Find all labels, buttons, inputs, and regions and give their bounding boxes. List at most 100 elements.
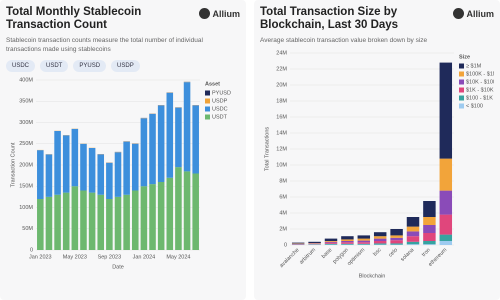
y-tick-label: 50M bbox=[22, 226, 33, 232]
bar-segment bbox=[45, 154, 53, 197]
bar-segment bbox=[406, 244, 420, 245]
x-tick-label: Jan 2024 bbox=[133, 254, 156, 260]
bar-segment bbox=[62, 135, 70, 193]
bar-segment bbox=[131, 143, 139, 191]
y-tick-label: 0 bbox=[30, 247, 33, 253]
x-axis-title: Blockchain bbox=[359, 273, 386, 279]
bar-segment bbox=[439, 241, 453, 245]
chart-title: Total Monthly Stablecoin Transaction Cou… bbox=[6, 6, 142, 31]
legend-swatch bbox=[459, 87, 464, 93]
bar-segment bbox=[341, 239, 354, 241]
x-tick-label: Jan 2023 bbox=[29, 254, 52, 260]
y-tick-label: 10M bbox=[276, 162, 287, 168]
bar-segment bbox=[149, 184, 156, 250]
panel: Total Transaction Size by Blockchain, La… bbox=[254, 0, 500, 300]
bar-segment bbox=[406, 226, 420, 232]
bar-segment bbox=[373, 238, 387, 241]
panel: Total Monthly Stablecoin Transaction Cou… bbox=[0, 0, 246, 300]
x-tick-label: base bbox=[321, 247, 334, 260]
legend-swatch bbox=[459, 63, 464, 69]
bar-segment bbox=[341, 242, 354, 244]
legend-label: USDP bbox=[212, 98, 228, 104]
legend-label: USDT bbox=[212, 114, 228, 120]
filter-chip[interactable]: USDC bbox=[6, 60, 36, 72]
bar-segment bbox=[114, 152, 122, 197]
chart-subtitle: Average stablecoin transaction value bro… bbox=[260, 37, 428, 44]
y-axis-title: Total Transactions bbox=[264, 127, 270, 172]
x-tick-label: Sep 2023 bbox=[98, 254, 122, 260]
bar-segment bbox=[324, 241, 338, 243]
bar-segment bbox=[175, 107, 182, 168]
y-tick-label: 20M bbox=[276, 82, 287, 88]
bar-segment bbox=[80, 143, 87, 191]
y-tick-label: 24M bbox=[276, 50, 287, 56]
legend-label: < $100 bbox=[466, 103, 483, 109]
brand-name: Allium bbox=[466, 8, 494, 19]
x-axis-title: Date bbox=[112, 264, 124, 270]
bar-segment bbox=[291, 242, 305, 244]
x-tick-label: optimism bbox=[346, 247, 366, 267]
bar-segment bbox=[37, 199, 44, 250]
bar-segment bbox=[341, 243, 354, 245]
bar-segment bbox=[406, 217, 420, 227]
bar-segment bbox=[439, 190, 453, 215]
legend-swatch bbox=[459, 95, 464, 101]
bar-segment bbox=[114, 196, 122, 250]
bar-segment bbox=[373, 232, 387, 237]
bar-segment bbox=[192, 173, 199, 250]
bar-segment bbox=[166, 92, 174, 178]
bar-segment bbox=[106, 199, 113, 250]
bar-segment bbox=[423, 217, 436, 225]
bar-segment bbox=[183, 171, 191, 250]
bar-segment bbox=[423, 244, 436, 245]
bar-segment bbox=[324, 242, 338, 244]
bar-segment bbox=[80, 190, 87, 250]
filter-chip[interactable]: USDP bbox=[111, 60, 140, 72]
bar-segment bbox=[423, 225, 436, 233]
filter-chips: USDC USDT PYUSD USDP bbox=[6, 60, 240, 72]
legend-label: $10K - $100K bbox=[466, 79, 494, 85]
y-axis-title: Transaction Count bbox=[10, 142, 16, 187]
x-tick-label: avalanche bbox=[279, 247, 301, 269]
bar-segment bbox=[97, 194, 105, 250]
filter-chip[interactable]: USDT bbox=[40, 60, 69, 72]
x-tick-label: May 2023 bbox=[63, 254, 87, 260]
y-tick-label: 18M bbox=[276, 98, 287, 104]
x-tick-label: celo bbox=[388, 247, 399, 258]
legend-swatch bbox=[205, 98, 210, 104]
bar-segment bbox=[88, 192, 96, 250]
bar-segment bbox=[357, 240, 371, 243]
legend-label: PYUSD bbox=[212, 90, 231, 96]
y-tick-label: 12M bbox=[276, 146, 287, 152]
y-tick-label: 250M bbox=[19, 141, 33, 147]
filter-chip[interactable]: PYUSD bbox=[73, 60, 107, 72]
y-tick-label: 22M bbox=[276, 66, 287, 72]
bar-segment bbox=[131, 190, 139, 250]
x-tick-label: arbitrum bbox=[299, 247, 318, 266]
y-tick-label: 16M bbox=[276, 114, 287, 120]
y-tick-label: 200M bbox=[19, 162, 33, 168]
bar-segment bbox=[423, 233, 436, 241]
bar-segment bbox=[357, 243, 371, 245]
y-tick-label: 0 bbox=[284, 242, 287, 248]
bar-segment bbox=[71, 186, 79, 250]
bar-segment bbox=[390, 240, 403, 244]
bar-segment bbox=[357, 242, 371, 244]
legend-label: $1K - $10K bbox=[466, 87, 494, 93]
brand: Allium bbox=[199, 8, 240, 19]
y-tick-label: 14M bbox=[276, 130, 287, 136]
bar-segment bbox=[157, 182, 165, 250]
legend-swatch bbox=[459, 103, 464, 109]
legend-label: USDC bbox=[212, 106, 228, 112]
bar-segment bbox=[406, 241, 420, 245]
bar-segment bbox=[439, 158, 453, 191]
bar-segment bbox=[140, 186, 148, 250]
legend-label: $100K - $1M bbox=[466, 71, 494, 77]
bar-segment bbox=[71, 128, 79, 187]
legend-label: ≥ $1M bbox=[466, 63, 482, 69]
legend-swatch bbox=[205, 90, 210, 96]
brand: Allium bbox=[453, 8, 494, 19]
bar-segment bbox=[406, 231, 420, 237]
legend-title: Size bbox=[459, 54, 470, 60]
